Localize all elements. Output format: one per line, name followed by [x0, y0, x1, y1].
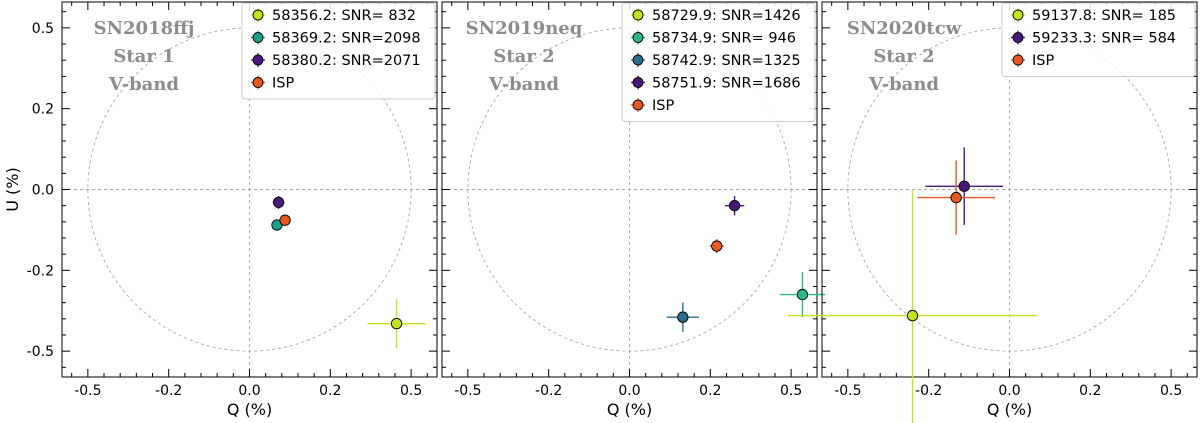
data-point-4 [724, 195, 745, 216]
panel-annotation: V-band [108, 74, 179, 95]
legend-marker [632, 99, 644, 111]
x-tick-label: 0.5 [780, 383, 802, 399]
reference-circle [847, 27, 1172, 352]
legend-marker [632, 32, 644, 43]
panel-1: -0.5 -0.2 0.0 0.2 0.5 -0.5 -0.2 0.0 0.2 0.5 Q (%) U… [3, 1, 438, 419]
legend-entry-label: 58729.9: SNR=1426 [652, 8, 801, 24]
legend-marker [632, 9, 644, 21]
legend-entry-label: 58734.9: SNR= 946 [652, 31, 796, 47]
x-tick-label: 0.0 [998, 383, 1020, 399]
x-tick-label: 0.5 [400, 383, 422, 399]
y-tick-label: 0.0 [32, 183, 54, 199]
legend-entry-label: 59233.3: SNR= 584 [1032, 31, 1176, 47]
panel-annotation: V-band [488, 74, 559, 95]
marker [728, 200, 741, 212]
x-axis-label: Q (%) [987, 400, 1032, 419]
y-tick-label: 0.2 [32, 102, 54, 118]
y-tick-label: 0.5 [32, 21, 54, 37]
legend-marker [1012, 32, 1024, 43]
marker [958, 180, 970, 192]
x-tick-label: 0.0 [238, 383, 260, 399]
marker [796, 288, 809, 301]
legend: 59137.8: SNR= 185 59233.3: SNR= 584 ISP [1001, 2, 1196, 77]
data-point-5 [709, 238, 724, 254]
marker [279, 214, 291, 226]
x-tick-label: -0.5 [454, 383, 481, 399]
marker [906, 309, 919, 322]
marker [677, 311, 689, 323]
legend: 58356.2: SNR= 832 58369.2: SNR=2098 58380.… [241, 2, 436, 100]
legend-entry-label: 58751.9: SNR=1686 [652, 76, 801, 92]
marker [950, 191, 962, 204]
x-tick-label: -0.2 [535, 383, 562, 399]
x-tick-label: -0.2 [155, 383, 182, 399]
data-point-4 [279, 214, 291, 226]
panel-annotation: SN2019neq [466, 18, 583, 39]
x-axis-label: Q (%) [607, 400, 652, 419]
x-axis-label: Q (%) [227, 400, 272, 419]
x-tick-label: 0.2 [319, 383, 341, 399]
legend-marker [1012, 9, 1024, 21]
marker [272, 196, 285, 209]
panel-annotation: Star 2 [493, 46, 554, 67]
legend-entry-label: 58356.2: SNR= 832 [272, 8, 416, 24]
legend-box [241, 2, 436, 100]
panel-annotation: SN2018ffj [94, 18, 195, 39]
panel-2: -0.5 -0.2 0.0 0.2 0.5 Q (%) SN2019neq Star 2 V-b… [441, 1, 826, 419]
legend-entry-label: ISP [1032, 53, 1054, 69]
data-point-1 [367, 299, 426, 348]
legend-entry-label: 58369.2: SNR=2098 [272, 31, 421, 47]
legend-marker [252, 9, 264, 21]
data-point-2 [925, 147, 1004, 226]
legend-marker [252, 77, 264, 88]
data-point-3 [272, 195, 285, 209]
data-point-3 [666, 302, 700, 332]
legend-marker [632, 54, 644, 66]
data-point-2 [779, 271, 826, 318]
legend-entry-label: ISP [272, 76, 294, 92]
panel-annotation: Star 2 [873, 46, 934, 67]
legend-marker [1012, 54, 1024, 66]
reference-circle [87, 27, 412, 352]
data-point-3 [917, 160, 995, 235]
panel-annotation: Star 1 [113, 46, 174, 67]
panel-annotation: SN2020tcw [847, 18, 962, 39]
x-tick-label: 0.5 [1160, 383, 1182, 399]
legend-marker [252, 32, 264, 43]
data-point-1 [788, 189, 1037, 423]
x-tick-label: 0.2 [699, 383, 721, 399]
y-axis-label: U (%) [3, 167, 22, 211]
marker [390, 318, 403, 330]
x-tick-label: 0.0 [618, 383, 640, 399]
x-tick-label: -0.5 [834, 383, 861, 399]
panel-annotation: V-band [868, 74, 939, 95]
x-tick-label: -0.5 [74, 383, 101, 399]
y-tick-label: -0.5 [27, 344, 54, 360]
y-tick-label: -0.2 [27, 263, 54, 279]
legend-entry-label: 59137.8: SNR= 185 [1032, 8, 1176, 24]
legend-marker [252, 54, 264, 66]
legend-box [621, 2, 816, 122]
legend-box [1001, 2, 1196, 77]
x-tick-label: 0.2 [1079, 383, 1101, 399]
panel-3: -0.5 -0.2 0.0 0.2 0.5 Q (%) SN2020tcw Star 2 V-b… [788, 1, 1198, 423]
reference-circle [467, 27, 792, 352]
legend: 58729.9: SNR=1426 58734.9: SNR= 946 58742.… [621, 2, 816, 122]
legend-entry-label: ISP [652, 98, 674, 114]
legend-marker [632, 77, 644, 88]
legend-entry-label: 58380.2: SNR=2071 [272, 53, 421, 69]
marker [711, 240, 723, 252]
legend-entry-label: 58742.9: SNR=1325 [652, 53, 801, 69]
x-tick-label: -0.2 [915, 383, 942, 399]
